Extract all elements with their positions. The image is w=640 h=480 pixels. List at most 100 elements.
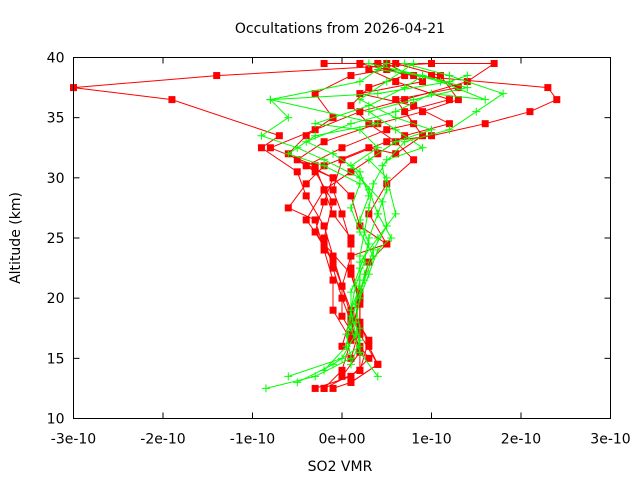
data-point — [347, 336, 355, 344]
data-point — [329, 258, 337, 266]
data-point — [360, 276, 369, 285]
data-point — [329, 210, 337, 218]
data-point — [410, 156, 418, 164]
data-point — [347, 252, 355, 260]
data-point — [374, 60, 382, 68]
y-axis-ticks: 10 15 20 25 30 35 40 — [47, 51, 611, 428]
data-point — [364, 155, 373, 164]
data-point — [490, 60, 498, 68]
x-tick-label: 0e+00 — [318, 432, 365, 448]
plot-frame — [73, 57, 611, 419]
data-point — [428, 132, 435, 140]
data-point — [373, 89, 382, 98]
x-axis-label: SO2 VMR — [308, 459, 373, 475]
data-point — [302, 132, 310, 140]
data-point — [365, 354, 373, 362]
data-point — [347, 372, 355, 380]
data-point — [392, 78, 400, 86]
data-point — [284, 113, 293, 122]
data-point — [428, 60, 435, 68]
data-point — [346, 288, 355, 297]
series-line — [269, 63, 496, 389]
data-point — [302, 192, 310, 200]
data-point — [293, 168, 301, 176]
data-point — [320, 138, 328, 146]
data-point — [329, 174, 337, 182]
x-axis-ticks: -3e-10 -2e-10 -1e-10 0e+00 1e-10 2e-10 3e-10 — [51, 57, 631, 448]
data-point — [373, 234, 382, 242]
data-point — [284, 372, 293, 381]
data-point — [355, 324, 364, 333]
data-point — [347, 270, 355, 278]
data-point — [427, 89, 436, 98]
data-point — [355, 348, 364, 357]
data-point — [387, 234, 396, 242]
data-point — [347, 234, 355, 242]
data-point — [499, 89, 508, 98]
data-point — [436, 77, 445, 86]
data-point — [347, 378, 355, 386]
data-point — [329, 264, 337, 272]
data-point — [418, 143, 427, 152]
data-point — [373, 209, 382, 218]
data-point — [428, 72, 435, 80]
data-point — [293, 378, 302, 387]
series-line — [288, 63, 434, 377]
data-point — [338, 312, 346, 320]
data-point — [338, 282, 346, 290]
data-point — [320, 366, 329, 375]
data-point — [266, 144, 274, 152]
data-point — [356, 90, 364, 98]
series-layer — [70, 59, 561, 393]
data-point — [373, 246, 382, 255]
data-point — [445, 125, 454, 134]
data-point — [302, 162, 310, 170]
data-point — [526, 108, 534, 116]
data-point — [382, 77, 391, 86]
y-tick-label: 30 — [47, 171, 65, 187]
data-point — [338, 342, 346, 350]
data-point — [311, 90, 319, 98]
data-point — [311, 162, 319, 170]
data-point — [369, 252, 378, 261]
data-point — [392, 150, 400, 158]
y-tick-label: 25 — [47, 231, 65, 247]
data-point — [338, 294, 346, 302]
data-point — [355, 95, 364, 104]
data-point — [445, 120, 453, 128]
data-point — [329, 384, 337, 392]
data-point — [320, 186, 328, 194]
data-point — [373, 119, 382, 128]
data-point — [338, 372, 346, 380]
series-line — [270, 75, 468, 353]
data-point — [392, 60, 400, 68]
data-point — [383, 66, 391, 74]
data-point — [329, 306, 337, 314]
data-point — [346, 324, 355, 333]
data-point — [373, 65, 382, 74]
data-point — [311, 216, 319, 224]
data-point — [213, 72, 221, 80]
data-point — [365, 342, 373, 350]
data-point — [302, 216, 310, 224]
data-point — [257, 131, 266, 140]
data-point — [320, 60, 328, 68]
data-point — [355, 77, 364, 86]
data-point — [346, 203, 355, 212]
data-point — [311, 384, 319, 392]
data-point — [346, 119, 355, 128]
data-point — [445, 77, 454, 86]
data-point — [400, 59, 409, 68]
data-point — [383, 240, 391, 248]
x-tick-label: -1e-10 — [230, 432, 275, 448]
data-point — [284, 149, 293, 158]
data-point — [391, 137, 400, 146]
data-point — [373, 143, 382, 152]
data-point — [329, 252, 337, 260]
data-point — [347, 192, 355, 200]
data-point — [338, 210, 346, 218]
data-point — [400, 83, 409, 92]
data-point — [261, 384, 270, 393]
data-point — [382, 59, 391, 68]
data-point — [383, 126, 391, 134]
